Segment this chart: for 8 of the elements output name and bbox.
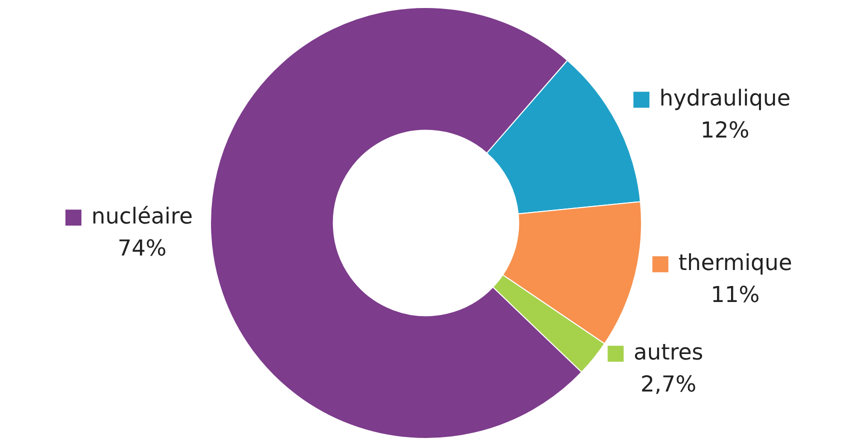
legend-label: nucléaire: [91, 204, 193, 230]
data-label: 12%: [700, 118, 750, 144]
data-label: 11%: [710, 282, 760, 308]
legend-label: autres: [634, 340, 704, 366]
legend-label: thermique: [678, 250, 792, 276]
data-label: 74%: [118, 236, 167, 262]
data-label: 2,7%: [640, 372, 696, 398]
legend-label: hydraulique: [659, 86, 791, 112]
